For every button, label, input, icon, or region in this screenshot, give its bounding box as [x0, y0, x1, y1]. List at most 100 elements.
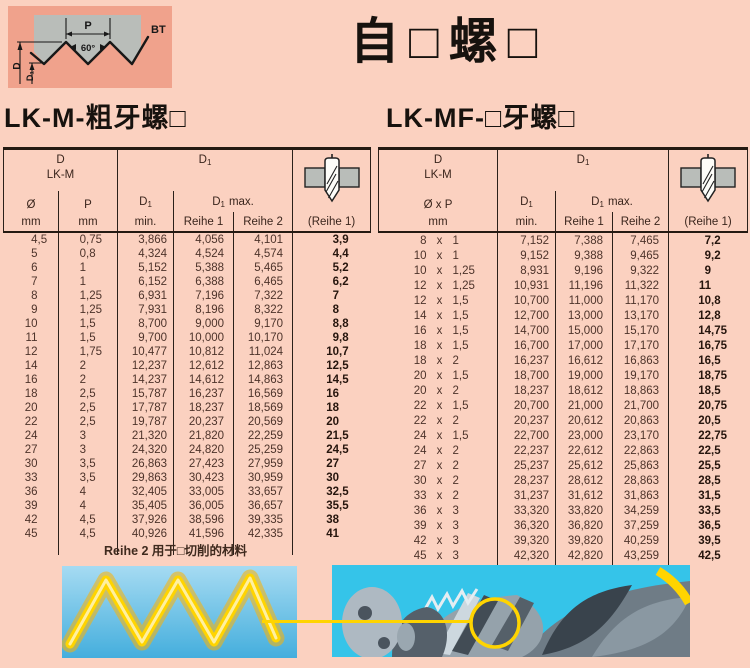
cell: 4,5 [57, 513, 118, 527]
table-body: 4,5 0,75 3,866 4,056 4,101 3,9 5 0,8 4,324 4,524 4… [4, 232, 371, 555]
cell: 1,25 [57, 303, 118, 317]
cell: 16,237 [497, 353, 556, 368]
cell [292, 541, 371, 555]
thread-profile-diagram: P 60° BT D D₁ [8, 6, 172, 88]
section-heading-fine: LK-MF-□牙螺□ [386, 103, 576, 133]
cell: 21,700 [611, 398, 669, 413]
table-row: 22 x 2 20,237 20,612 20,863 20,5 [379, 413, 748, 428]
table-row: 36 x 3 33,320 33,820 34,259 33,5 [379, 503, 748, 518]
header-d: D [433, 154, 443, 166]
cell: 9,152 [497, 248, 556, 263]
cell: 7,322 [233, 289, 293, 303]
cell: 9,000 [173, 317, 234, 331]
page-title: 自□螺□ [350, 15, 548, 69]
cell: 9,8 [292, 331, 371, 345]
cell: 33 x 2 [413, 489, 459, 502]
cell: 0,75 [57, 232, 118, 247]
cell: 16 [24, 374, 38, 386]
cell: 1,25 [57, 289, 118, 303]
cell: 1,5 [57, 331, 118, 345]
cell: 24,820 [173, 443, 234, 457]
cell: 18,569 [233, 401, 293, 415]
table-row: 27 3 24,320 24,820 25,259 24,5 [4, 443, 371, 457]
cell: 30 x 2 [413, 474, 459, 487]
arrow-right-icon [104, 31, 110, 37]
cell: 38 [292, 513, 371, 527]
cell: 9,388 [555, 248, 613, 263]
table-header: D LK-M D1 Ø x P [378, 148, 749, 233]
header-d1-max: D1 max. [554, 191, 669, 212]
cell [4, 541, 59, 555]
cell: 25,863 [611, 458, 669, 473]
cell: 15,787 [117, 387, 174, 401]
cell: 16 x 1,5 [413, 324, 469, 337]
cell: 20 x 2 [413, 384, 459, 397]
header-series: LK-M [424, 169, 452, 181]
cell: 17,000 [555, 338, 613, 353]
header-pitch-unit: mm [57, 212, 118, 233]
cell: 4,056 [173, 232, 234, 247]
cell: 12,237 [117, 359, 174, 373]
cell: 18,237 [173, 401, 234, 415]
tap-photo [332, 565, 693, 659]
cell: 24,320 [117, 443, 174, 457]
workpiece-block [34, 15, 141, 64]
cell: 2 [57, 373, 118, 387]
cell: 9 [31, 304, 38, 316]
table-row: 4,5 0,75 3,866 4,056 4,101 3,9 [4, 232, 371, 247]
cell: 20,863 [611, 413, 669, 428]
cell: 19,170 [611, 368, 669, 383]
header-dia-pitch: Ø x P [378, 191, 498, 212]
cell: 28,237 [497, 473, 556, 488]
cell: 24,5 [292, 443, 371, 457]
cell: 7,2 [668, 232, 748, 248]
table-row: 33 3,5 29,863 30,423 30,959 30 [4, 471, 371, 485]
cell: 42,5 [668, 548, 748, 563]
angle-arrow-right-icon [100, 44, 106, 50]
cell: 4,574 [233, 247, 293, 261]
cell: 40,259 [611, 533, 669, 548]
table-row: 6 1 5,152 5,388 5,465 5,2 [4, 261, 371, 275]
cell: 14,75 [668, 323, 748, 338]
cell: 10 [24, 318, 38, 330]
cell: 37,926 [117, 513, 174, 527]
cell: 20,75 [668, 398, 748, 413]
cell: 27,423 [173, 457, 234, 471]
cell: 4,324 [117, 247, 174, 261]
cell: 36,657 [233, 499, 293, 513]
cell: 7 [31, 276, 38, 288]
cell: 18,612 [555, 383, 613, 398]
cell: 33 [24, 472, 38, 484]
cell: 11 [25, 332, 38, 344]
header-drill-series: (Reihe 1) [292, 212, 372, 233]
cell [173, 541, 234, 555]
cell: 24 x 1,5 [413, 429, 469, 442]
cell: 8 [31, 290, 38, 302]
table-row: 10 x 1 9,152 9,388 9,465 9,2 [379, 248, 748, 263]
cell: 20,612 [555, 413, 613, 428]
glowing-thread-image [61, 566, 297, 658]
table-row: 42 x 3 39,320 39,820 40,259 39,5 [379, 533, 748, 548]
cell: 7,931 [117, 303, 174, 317]
header-reihe2: Reihe 2 [233, 212, 293, 233]
cell: 18,863 [611, 383, 669, 398]
header-d1-group: D1 [117, 148, 293, 192]
cell: 4,524 [173, 247, 234, 261]
cell: 14 [24, 360, 38, 372]
cell: 20,569 [233, 415, 293, 429]
header-reihe1: Reihe 1 [555, 212, 613, 233]
cell: 34,259 [611, 503, 669, 518]
cell: 36,320 [497, 518, 556, 533]
header-min: min. [497, 212, 556, 233]
table-row [4, 541, 371, 555]
cell [117, 541, 174, 555]
cell: 33,820 [555, 503, 613, 518]
cell: 10,700 [497, 293, 556, 308]
cell: 25,237 [497, 458, 556, 473]
cell: 25,259 [233, 443, 293, 457]
cell: 10,000 [173, 331, 234, 345]
cell: 4,101 [233, 232, 293, 247]
table-row: 12 1,75 10,477 10,812 11,024 10,7 [4, 345, 371, 359]
table-row: 22 2,5 19,787 20,237 20,569 20 [4, 415, 371, 429]
